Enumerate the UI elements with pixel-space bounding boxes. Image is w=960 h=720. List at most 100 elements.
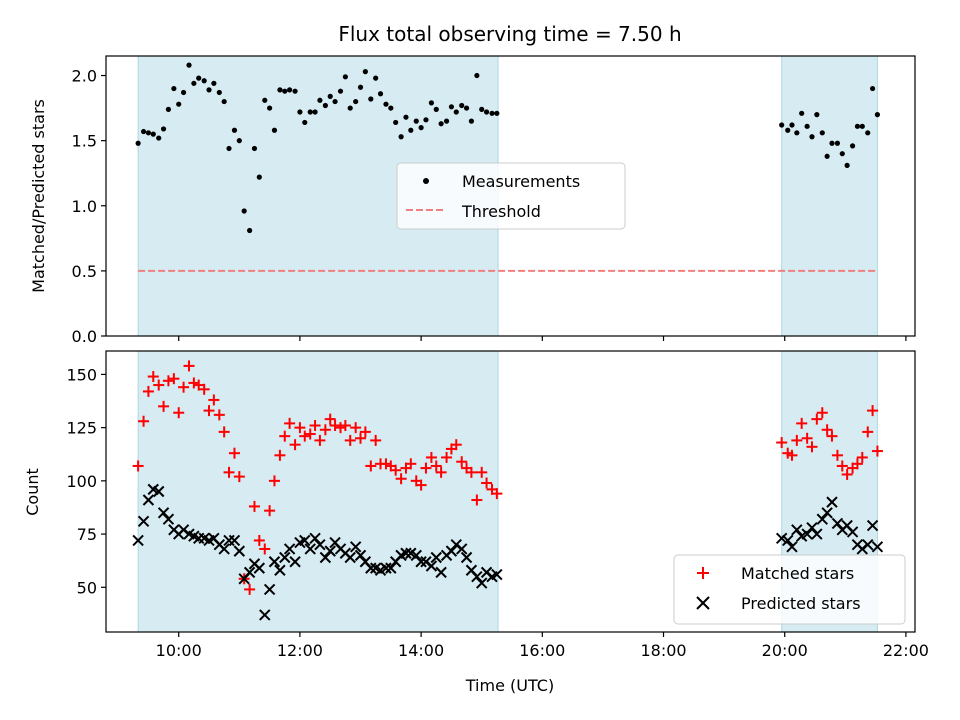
- matched-star-point: [390, 464, 402, 476]
- predicted-star-point: [400, 547, 412, 559]
- measurement-point: [292, 88, 298, 94]
- measurement-point: [468, 118, 475, 124]
- legend-threshold-label: Threshold: [461, 202, 541, 221]
- bottom-legend: Matched stars Predicted stars: [673, 554, 906, 625]
- x-tick-label: 20:00: [762, 641, 808, 660]
- predicted-star-point: [279, 551, 291, 564]
- bottom-plot-frame: [105, 350, 916, 633]
- predicted-star-point: [846, 526, 859, 538]
- measurement-point: [135, 140, 141, 146]
- matched-star-point: [168, 373, 180, 385]
- predicted-star-point: [456, 543, 468, 555]
- matched-star-point: [339, 420, 351, 432]
- measurement-point: [789, 122, 795, 128]
- x-tick-label: 22:00: [883, 641, 929, 660]
- top-legend-box: [396, 162, 626, 230]
- matched-star-point: [279, 430, 291, 442]
- predicted-star-point: [862, 539, 874, 551]
- predicted-star-point: [319, 551, 332, 564]
- predicted-star-point: [831, 517, 844, 530]
- measurement-point: [377, 91, 384, 97]
- measurement-point: [145, 130, 152, 136]
- predicted-star-point: [283, 543, 296, 555]
- measurement-point: [307, 109, 313, 115]
- matched-star-point: [821, 424, 833, 436]
- matched-star-point: [324, 413, 336, 425]
- measurement-point: [150, 131, 156, 137]
- top-x-ticks: [178, 336, 907, 341]
- matched-star-point: [289, 439, 301, 451]
- matched-star-point: [862, 426, 874, 438]
- matched-star-point: [816, 407, 828, 419]
- predicted-star-point: [866, 519, 879, 532]
- matched-star-point: [801, 432, 813, 444]
- measurement-point: [403, 114, 409, 120]
- predicted-star-point: [806, 521, 818, 534]
- measurement-point: [433, 106, 439, 112]
- matched-star-point: [867, 405, 879, 417]
- legend-measurements-marker: [423, 178, 429, 184]
- predicted-star-point: [304, 543, 316, 555]
- predicted-star-point: [268, 556, 281, 568]
- matched-star-point: [203, 405, 215, 417]
- measurement-point: [799, 110, 805, 116]
- measurement-point: [413, 118, 419, 124]
- top-y-tick-label: 2.0: [72, 67, 97, 86]
- measurement-point: [165, 106, 172, 112]
- predicted-star-point: [415, 556, 427, 568]
- matched-star-point: [268, 475, 280, 487]
- top-y-tick-label: 1.5: [72, 132, 97, 151]
- matched-star-point: [355, 432, 367, 444]
- measurement-point: [874, 112, 881, 118]
- measurement-point: [226, 145, 232, 152]
- matched-star-point: [259, 543, 271, 555]
- measurement-point: [368, 96, 374, 102]
- predicted-star-point: [476, 577, 488, 589]
- measurement-point: [398, 134, 404, 140]
- matched-star-point: [329, 420, 341, 432]
- measurement-point: [297, 109, 303, 115]
- matched-star-point: [405, 458, 417, 470]
- measurement-point: [357, 84, 364, 90]
- predicted-star-point: [410, 549, 422, 562]
- predicted-star-point: [445, 545, 458, 557]
- predicted-star-point: [871, 541, 884, 553]
- measurement-point: [408, 127, 414, 133]
- bottom-y-tick-label: 150: [66, 365, 97, 384]
- matched-star-point: [138, 415, 150, 427]
- predicted-star-point: [157, 507, 170, 519]
- measurement-point: [834, 140, 841, 146]
- bottom-legend-box: [673, 554, 906, 625]
- predicted-star-point: [299, 534, 311, 547]
- matched-star-point: [831, 449, 843, 461]
- predicted-star-point: [791, 524, 803, 536]
- predicted-star-point: [385, 562, 397, 574]
- matched-star-point: [791, 434, 803, 446]
- matched-star-point: [365, 460, 377, 472]
- measurement-point: [312, 109, 318, 115]
- measurement-point: [459, 102, 465, 109]
- predicted-star-point: [826, 496, 838, 508]
- measurement-point: [383, 101, 389, 107]
- measurement-point: [388, 105, 394, 111]
- measurement-point: [494, 110, 500, 116]
- count-panel: 50 75 100 125 150 10:00 12:00 14:00 16:00 18:00 2…: [23, 350, 929, 695]
- measurement-point: [362, 69, 368, 75]
- measurement-point: [322, 102, 328, 109]
- matched-star-point: [304, 428, 316, 440]
- measurement-point: [819, 130, 825, 136]
- matched-star-point: [806, 441, 818, 453]
- matched-star-point: [218, 426, 230, 438]
- matched-star-point: [284, 417, 296, 429]
- matched-star-point: [158, 400, 170, 412]
- measurement-point: [865, 130, 871, 136]
- measurement-point: [428, 100, 435, 106]
- measurement-point: [448, 104, 455, 110]
- measurement-point: [438, 121, 444, 127]
- matched-star-point: [856, 451, 868, 463]
- matched-star-point: [198, 383, 210, 395]
- measurement-point: [206, 87, 212, 93]
- matched-star-point: [776, 437, 788, 449]
- measurement-point: [824, 153, 830, 159]
